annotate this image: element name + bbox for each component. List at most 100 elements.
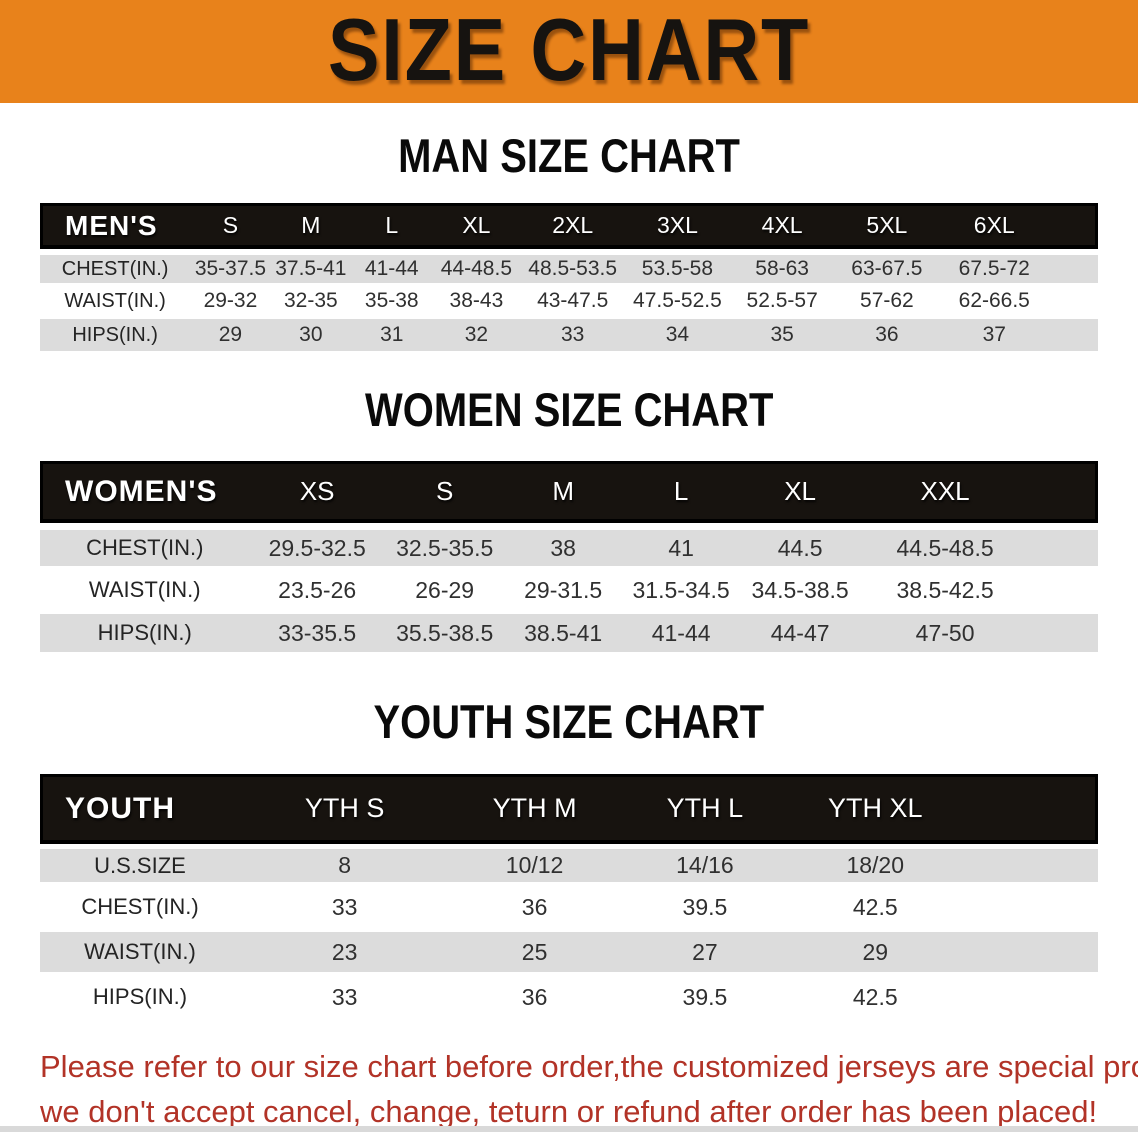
footer-line1: Please refer to our size chart before or…: [40, 1049, 1138, 1084]
size-cell: 44.5: [740, 523, 860, 566]
men-column-header-4: 2XL: [520, 203, 626, 249]
women-group-label: WOMEN'S: [40, 461, 250, 523]
size-cell: 30: [270, 317, 352, 351]
women-row-waist-in: WAIST(IN.) 23.5-26 26-29 29-31.5 31.5-34.5 34…: [40, 566, 1098, 609]
size-cell: 36: [834, 317, 940, 351]
size-cell: 44-48.5: [432, 249, 521, 283]
size-cell: 48.5-53.5: [520, 249, 626, 283]
page-title: SIZE CHART: [327, 0, 811, 99]
size-cell: 31: [351, 317, 433, 351]
men-column-header-5: 3XL: [625, 203, 730, 249]
men-column-header-0: S: [190, 203, 271, 249]
spacer-cell: [1049, 203, 1098, 249]
size-cell: 42.5: [790, 972, 961, 1017]
size-cell: 18/20: [790, 844, 961, 882]
youth-row-waist-in: WAIST(IN.) 23 25 27 29: [40, 927, 1098, 972]
size-cell: 32.5-35.5: [384, 523, 505, 566]
size-cell: 29-32: [190, 283, 271, 317]
spacer-cell: [1049, 283, 1098, 317]
size-cell: 39.5: [619, 882, 791, 927]
size-cell: 38.5-41: [504, 609, 622, 652]
size-cell: 57-62: [834, 283, 940, 317]
row-label: HIPS(IN.): [40, 609, 250, 652]
size-cell: 63-67.5: [834, 249, 940, 283]
size-cell: 35-38: [351, 283, 433, 317]
spacer-cell: [960, 882, 1098, 927]
row-label: WAIST(IN.): [40, 283, 191, 317]
banner: SIZE CHART: [0, 0, 1138, 103]
size-cell: 25: [449, 927, 620, 972]
size-cell: 52.5-57: [729, 283, 835, 317]
men-header-row: MEN'S S M L XL 2XL 3XL 4XL 5XL 6XL: [40, 203, 1098, 249]
row-label: CHEST(IN.): [40, 882, 240, 927]
size-cell: 58-63: [729, 249, 835, 283]
women-row-hips-in: HIPS(IN.) 33-35.5 35.5-38.5 38.5-41 41-44 44-…: [40, 609, 1098, 652]
row-label: WAIST(IN.): [40, 566, 250, 609]
size-cell: 37: [939, 317, 1050, 351]
size-cell: 29-31.5: [504, 566, 622, 609]
size-cell: 47-50: [859, 609, 1031, 652]
size-cell: 29.5-32.5: [249, 523, 385, 566]
row-label: HIPS(IN.): [40, 317, 191, 351]
size-cell: 35: [729, 317, 835, 351]
men-column-header-6: 4XL: [729, 203, 835, 249]
size-cell: 44.5-48.5: [859, 523, 1031, 566]
row-label: WAIST(IN.): [40, 927, 240, 972]
size-cell: 26-29: [384, 566, 505, 609]
size-cell: 38.5-42.5: [859, 566, 1031, 609]
size-cell: 41-44: [351, 249, 433, 283]
size-cell: 32: [432, 317, 521, 351]
women-column-header-5: XXL: [859, 461, 1031, 523]
footer-note: Please refer to our size chart before or…: [0, 1017, 1138, 1134]
spacer-cell: [1049, 249, 1098, 283]
youth-row-u-s-size: U.S.SIZE 8 10/12 14/16 18/20: [40, 844, 1098, 882]
spacer-cell: [960, 972, 1098, 1017]
row-label: U.S.SIZE: [40, 844, 240, 882]
size-cell: 33: [520, 317, 626, 351]
size-cell: 43-47.5: [520, 283, 626, 317]
youth-section: YOUTH SIZE CHART YOUTH YTH S YTH M YTH L YTH…: [0, 652, 1138, 1017]
spacer-cell: [1030, 609, 1098, 652]
size-cell: 38: [504, 523, 622, 566]
women-size-table: WOMEN'S XS S M L XL XXL CHEST(IN.) 29.5-32.5 32.5…: [40, 461, 1098, 652]
size-cell: 33: [239, 882, 450, 927]
women-section: WOMEN SIZE CHART WOMEN'S XS S M L XL XXL CHEST(…: [0, 351, 1138, 652]
size-cell: 27: [619, 927, 791, 972]
men-row-hips-in: HIPS(IN.) 29 30 31 32 33 34 35 36 37: [40, 317, 1098, 351]
size-cell: 29: [190, 317, 271, 351]
size-cell: 32-35: [270, 283, 352, 317]
youth-size-table: YOUTH YTH S YTH M YTH L YTH XL U.S.SIZE 8 10/12…: [40, 774, 1098, 1017]
size-cell: 35.5-38.5: [384, 609, 505, 652]
size-cell: 34.5-38.5: [740, 566, 860, 609]
men-column-header-3: XL: [432, 203, 521, 249]
men-row-waist-in: WAIST(IN.) 29-32 32-35 35-38 38-43 43-47.5 47.…: [40, 283, 1098, 317]
size-cell: 37.5-41: [270, 249, 352, 283]
size-cell: 41-44: [621, 609, 741, 652]
size-cell: 36: [449, 882, 620, 927]
youth-group-label: YOUTH: [40, 774, 240, 844]
men-row-chest-in: CHEST(IN.) 35-37.5 37.5-41 41-44 44-48.5 48.5…: [40, 249, 1098, 283]
size-cell: 39.5: [619, 972, 791, 1017]
men-column-header-7: 5XL: [834, 203, 940, 249]
men-size-table: MEN'S S M L XL 2XL 3XL 4XL 5XL 6XL CHEST(IN.) 35-37…: [40, 203, 1098, 351]
men-column-header-2: L: [351, 203, 433, 249]
size-cell: 34: [625, 317, 730, 351]
women-heading: WOMEN SIZE CHART: [0, 351, 1138, 461]
size-cell: 67.5-72: [939, 249, 1050, 283]
youth-heading: YOUTH SIZE CHART: [0, 652, 1138, 774]
size-cell: 23.5-26: [249, 566, 385, 609]
size-cell: 10/12: [449, 844, 620, 882]
youth-heading-text: YOUTH SIZE CHART: [373, 695, 765, 748]
size-cell: 44-47: [740, 609, 860, 652]
youth-column-header-1: YTH M: [449, 774, 620, 844]
spacer-cell: [960, 774, 1098, 844]
women-column-header-1: S: [384, 461, 505, 523]
size-cell: 29: [790, 927, 961, 972]
size-cell: 42.5: [790, 882, 961, 927]
size-cell: 47.5-52.5: [625, 283, 730, 317]
youth-row-hips-in: HIPS(IN.) 33 36 39.5 42.5: [40, 972, 1098, 1017]
spacer-cell: [1030, 523, 1098, 566]
women-header-row: WOMEN'S XS S M L XL XXL: [40, 461, 1098, 523]
women-heading-text: WOMEN SIZE CHART: [364, 383, 774, 436]
